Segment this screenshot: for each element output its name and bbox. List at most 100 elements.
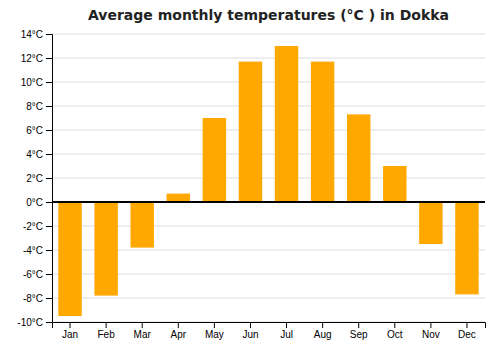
y-tick: 14°C (21, 29, 52, 40)
x-tick: Oct (387, 322, 403, 340)
x-tick: Apr (171, 322, 187, 340)
y-tick: 10°C (21, 77, 52, 88)
x-tick: May (205, 322, 224, 340)
y-tick-mark (46, 154, 52, 155)
chart-svg: Average monthly temperatures (°C ) in Do… (0, 0, 500, 350)
x-tick-mark (466, 322, 467, 328)
x-tick: Dec (458, 322, 476, 340)
y-tick-mark (46, 58, 52, 59)
x-tick: Feb (98, 322, 116, 340)
y-tick-label: -4°C (23, 245, 43, 256)
bar (167, 194, 190, 202)
x-tick-label: Feb (98, 329, 116, 340)
bar (94, 202, 117, 296)
x-tick-mark (394, 322, 395, 328)
x-tick-label: May (205, 329, 224, 340)
bar (311, 62, 334, 202)
x-tick-mark (250, 322, 251, 328)
x-tick-label: Aug (314, 329, 332, 340)
bar (58, 202, 81, 316)
y-tick-mark (46, 34, 52, 35)
x-tick-label: Oct (387, 329, 403, 340)
y-tick: 0°C (26, 197, 52, 208)
x-tick-mark (106, 322, 107, 328)
grid-line (52, 58, 485, 59)
x-tick: Sep (350, 322, 368, 340)
grid-line (52, 178, 485, 179)
bar (275, 46, 298, 202)
y-tick-mark (46, 130, 52, 131)
y-tick-mark (46, 250, 52, 251)
y-tick-label: 4°C (26, 149, 43, 160)
x-tick-label: Sep (350, 329, 368, 340)
x-tick-label: Dec (458, 329, 476, 340)
title: Average monthly temperatures (°C ) in Do… (88, 7, 449, 23)
x-axis: Jan Feb Mar Apr May Jun Jul Aug Sep Oct Nov Dec (53, 322, 486, 340)
x-tick-label: Nov (422, 329, 440, 340)
x-tick-label: Jan (62, 329, 78, 340)
y-tick: 4°C (26, 149, 52, 160)
y-tick-label: 12°C (21, 53, 43, 64)
grid-line (52, 106, 485, 107)
bar (347, 114, 370, 202)
bar (455, 202, 478, 294)
x-tick-mark (322, 322, 323, 328)
grid (52, 34, 485, 322)
y-tick: 2°C (26, 173, 52, 184)
x-tick: Jun (242, 322, 258, 340)
y-tick-label: -10°C (17, 317, 43, 328)
y-tick-mark (46, 274, 52, 275)
y-tick-label: -6°C (23, 269, 43, 280)
x-tick: Aug (314, 322, 332, 340)
y-tick-label: 6°C (26, 125, 43, 136)
x-tick-mark (142, 322, 143, 328)
y-tick: -8°C (23, 293, 52, 304)
bars (52, 46, 485, 316)
y-tick: -4°C (23, 245, 52, 256)
y-tick-mark (46, 226, 52, 227)
x-tick-label: Jun (242, 329, 258, 340)
y-axis-line (46, 35, 53, 323)
bar (419, 202, 442, 244)
y-tick-mark (46, 202, 52, 203)
y-tick-mark (46, 178, 52, 179)
y-tick-label: 0°C (26, 197, 43, 208)
grid-line (52, 130, 485, 131)
grid-line (52, 202, 485, 203)
x-tick-mark (70, 322, 71, 328)
bar (383, 166, 406, 202)
y-tick: -6°C (23, 269, 52, 280)
y-tick: -2°C (23, 221, 52, 232)
plot: -10°C -8°C -6°C -4°C -2°C 0°C 2°C 4°C 6°C 8°C 10°C… (17, 29, 485, 340)
zero-line (52, 201, 485, 203)
x-tick: Jul (280, 322, 293, 340)
x-tick: Nov (422, 322, 440, 340)
x-tick-label: Jul (280, 329, 293, 340)
y-tick: 8°C (26, 101, 52, 112)
y-tick-mark (46, 322, 52, 323)
x-axis-line (53, 323, 486, 329)
chart-container: Average monthly temperatures (°C ) in Do… (0, 0, 500, 350)
x-tick-mark (430, 322, 431, 328)
grid-line (52, 298, 485, 299)
y-tick-mark (46, 298, 52, 299)
x-tick: Jan (62, 322, 78, 340)
y-tick-label: -2°C (23, 221, 43, 232)
x-tick-mark (286, 322, 287, 328)
x-tick-mark (358, 322, 359, 328)
x-tick-mark (178, 322, 179, 328)
y-tick: 6°C (26, 125, 52, 136)
y-tick-mark (46, 82, 52, 83)
bar (203, 118, 226, 202)
y-tick: -10°C (17, 317, 52, 328)
x-tick: Mar (134, 322, 152, 340)
bar (130, 202, 153, 248)
y-tick: 12°C (21, 53, 52, 64)
y-tick-label: 2°C (26, 173, 43, 184)
y-tick-mark (46, 106, 52, 107)
bar (239, 62, 262, 202)
y-axis: -10°C -8°C -6°C -4°C -2°C 0°C 2°C 4°C 6°C 8°C 10°C… (17, 29, 52, 328)
y-tick-label: 10°C (21, 77, 43, 88)
x-tick-label: Apr (171, 329, 187, 340)
y-tick-label: -8°C (23, 293, 43, 304)
